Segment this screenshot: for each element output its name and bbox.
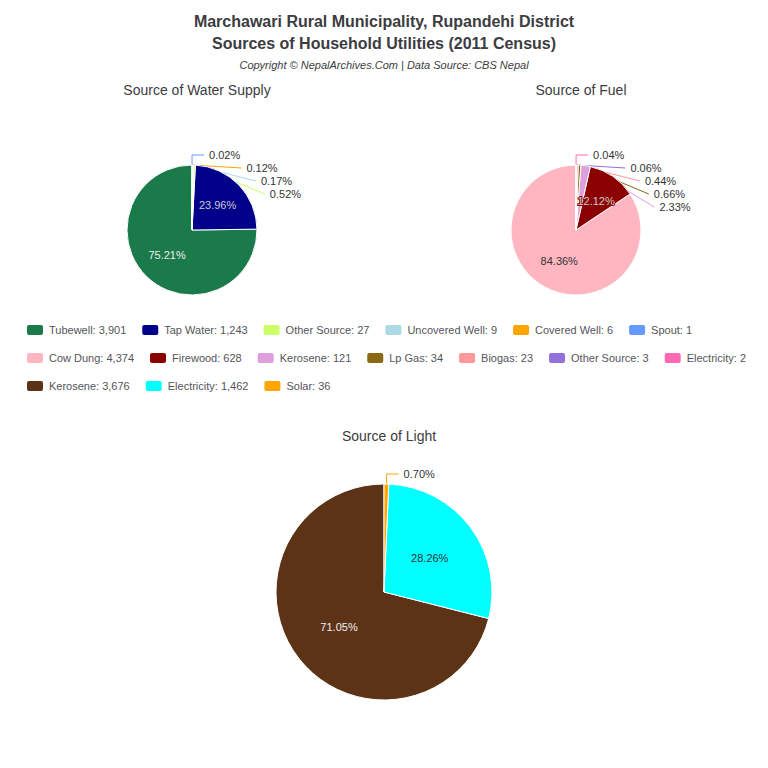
svg-text:0.52%: 0.52% bbox=[270, 188, 301, 200]
svg-text:84.36%: 84.36% bbox=[541, 255, 579, 267]
svg-text:Uncovered Well: 9: Uncovered Well: 9 bbox=[407, 324, 497, 336]
svg-text:0.66%: 0.66% bbox=[654, 188, 685, 200]
svg-text:Solar: 36: Solar: 36 bbox=[286, 380, 330, 392]
svg-text:23.96%: 23.96% bbox=[199, 199, 237, 211]
svg-text:Electricity: 2: Electricity: 2 bbox=[687, 352, 746, 364]
svg-text:0.04%: 0.04% bbox=[593, 149, 624, 161]
svg-text:0.06%: 0.06% bbox=[630, 162, 661, 174]
svg-text:75.21%: 75.21% bbox=[148, 249, 186, 261]
svg-text:0.12%: 0.12% bbox=[246, 162, 277, 174]
svg-text:Source of Light: Source of Light bbox=[342, 428, 436, 444]
svg-text:Kerosene: 3,676: Kerosene: 3,676 bbox=[49, 380, 130, 392]
svg-text:Lp Gas: 34: Lp Gas: 34 bbox=[389, 352, 443, 364]
svg-text:Marchawari Rural Municipality,: Marchawari Rural Municipality, Rupandehi… bbox=[194, 13, 575, 30]
svg-text:Biogas: 23: Biogas: 23 bbox=[481, 352, 533, 364]
svg-text:Firewood: 628: Firewood: 628 bbox=[172, 352, 242, 364]
svg-text:Tubewell: 3,901: Tubewell: 3,901 bbox=[49, 324, 126, 336]
svg-text:Covered Well: 6: Covered Well: 6 bbox=[535, 324, 613, 336]
svg-text:2.33%: 2.33% bbox=[659, 201, 690, 213]
svg-text:Other Source: 27: Other Source: 27 bbox=[286, 324, 370, 336]
svg-text:Source of Water Supply: Source of Water Supply bbox=[123, 82, 270, 98]
svg-text:0.02%: 0.02% bbox=[209, 149, 240, 161]
svg-text:Kerosene: 121: Kerosene: 121 bbox=[280, 352, 352, 364]
svg-text:Source of Fuel: Source of Fuel bbox=[535, 82, 626, 98]
svg-text:0.44%: 0.44% bbox=[645, 175, 676, 187]
svg-text:Other Source: 3: Other Source: 3 bbox=[571, 352, 649, 364]
svg-text:0.17%: 0.17% bbox=[261, 175, 292, 187]
svg-text:Sources of Household Utilities: Sources of Household Utilities (2011 Cen… bbox=[212, 35, 556, 52]
svg-text:0.70%: 0.70% bbox=[404, 468, 435, 480]
svg-text:Spout: 1: Spout: 1 bbox=[651, 324, 692, 336]
svg-text:Cow Dung: 4,374: Cow Dung: 4,374 bbox=[49, 352, 134, 364]
svg-text:12.12%: 12.12% bbox=[577, 195, 615, 207]
svg-text:28.26%: 28.26% bbox=[411, 552, 449, 564]
svg-text:Tap Water: 1,243: Tap Water: 1,243 bbox=[164, 324, 247, 336]
svg-text:Electricity: 1,462: Electricity: 1,462 bbox=[168, 380, 249, 392]
svg-text:71.05%: 71.05% bbox=[320, 621, 358, 633]
svg-text:Copyright © NepalArchives.Com: Copyright © NepalArchives.Com | Data Sou… bbox=[239, 59, 529, 71]
